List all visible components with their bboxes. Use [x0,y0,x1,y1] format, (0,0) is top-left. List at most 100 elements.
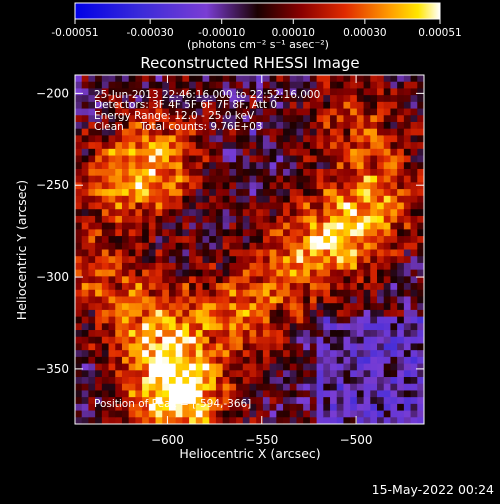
heatmap-cell [182,115,190,123]
heatmap-cell [397,155,405,163]
heatmap-cell [276,336,284,345]
heatmap-cell [115,209,123,217]
heatmap-cell [296,215,304,224]
heatmap-cell [148,182,157,190]
heatmap-cell [88,242,96,251]
heatmap-cell [269,142,277,150]
heatmap-cell [168,377,177,385]
heatmap-cell [262,215,271,224]
heatmap-cell [81,121,90,130]
heatmap-cell [370,363,378,371]
heatmap-cell [370,283,378,291]
heatmap-cell [330,108,338,116]
heatmap-cell [383,189,392,197]
heatmap-cell [242,383,251,392]
heatmap-cell [162,88,170,96]
heatmap-cell [370,269,378,277]
heatmap-cell [142,343,150,351]
heatmap-cell [296,95,304,103]
heatmap-cell [363,356,371,365]
heatmap-cell [75,175,83,183]
heatmap-cell [101,222,110,230]
heatmap-cell [356,309,365,318]
heatmap-cell [148,189,157,197]
heatmap-cell [330,296,338,304]
heatmap-cell [336,209,345,217]
heatmap-cell [283,175,291,183]
heatmap-cell [383,168,392,177]
heatmap-cell [148,390,157,398]
heatmap-cell [303,296,311,304]
heatmap-cell [296,269,304,277]
heatmap-cell [215,101,224,110]
heatmap-cell [296,142,304,150]
heatmap-cell [242,276,251,284]
heatmap-cell [383,175,392,183]
heatmap-cell [390,108,398,116]
heatmap-cell [350,403,358,412]
heatmap-cell [121,330,130,338]
heatmap-cell [383,101,392,110]
heatmap-cell [128,350,136,358]
heatmap-cell [195,81,204,90]
heatmap-cell [269,370,277,378]
heatmap-cell [155,410,163,418]
heatmap-cell [175,222,183,230]
heatmap-cell [377,289,385,298]
heatmap-cell [95,283,103,291]
heatmap-cell [383,142,392,150]
heatmap-cell [363,256,371,264]
heatmap-cell [262,330,271,338]
heatmap-cell [222,209,230,217]
heatmap-cell [128,168,136,177]
heatmap-cell [316,383,324,392]
heatmap-cell [403,135,412,143]
heatmap-cell [215,390,224,398]
heatmap-cell [269,202,277,210]
heatmap-cell [397,222,405,230]
heatmap-cell [121,236,130,244]
heatmap-cell [249,249,257,257]
heatmap-cell [316,377,324,385]
heatmap-cell [88,276,96,284]
heatmap-cell [121,269,130,277]
heatmap-cell [101,309,110,318]
heatmap-cell [148,410,157,418]
heatmap-cell [142,135,150,143]
heatmap-cell [410,242,418,251]
heatmap-cell [316,128,324,136]
heatmap-cell [283,148,291,157]
heatmap-cell [162,363,170,371]
heatmap-cell [309,289,318,298]
heatmap-cell [417,88,424,96]
heatmap-cell [262,296,271,304]
heatmap-cell [101,303,110,311]
heatmap-cell [410,209,418,217]
heatmap-cell [316,303,324,311]
heatmap-cell [81,88,90,96]
heatmap-cell [283,410,291,418]
heatmap-cell [182,195,190,204]
heatmap-cell [115,162,123,170]
heatmap-cell [262,115,271,123]
heatmap-cell [108,350,116,358]
heatmap-cell [168,262,177,271]
heatmap-cell [115,142,123,150]
heatmap-cell [309,350,318,358]
heatmap-cell [309,236,318,244]
heatmap-cell [81,75,90,83]
heatmap-cell [81,309,90,318]
heatmap-cell [289,403,298,412]
heatmap-cell [121,175,130,183]
heatmap-cell [155,417,163,424]
heatmap-cell [209,215,217,224]
heatmap-cell [356,390,365,398]
heatmap-cell [256,323,264,331]
heatmap-cell [121,142,130,150]
heatmap-cell [249,276,257,284]
heatmap-cell [215,115,224,123]
heatmap-cell [88,269,96,277]
heatmap-cell [189,148,197,157]
heatmap-cell [377,343,385,351]
heatmap-cell [75,336,83,345]
